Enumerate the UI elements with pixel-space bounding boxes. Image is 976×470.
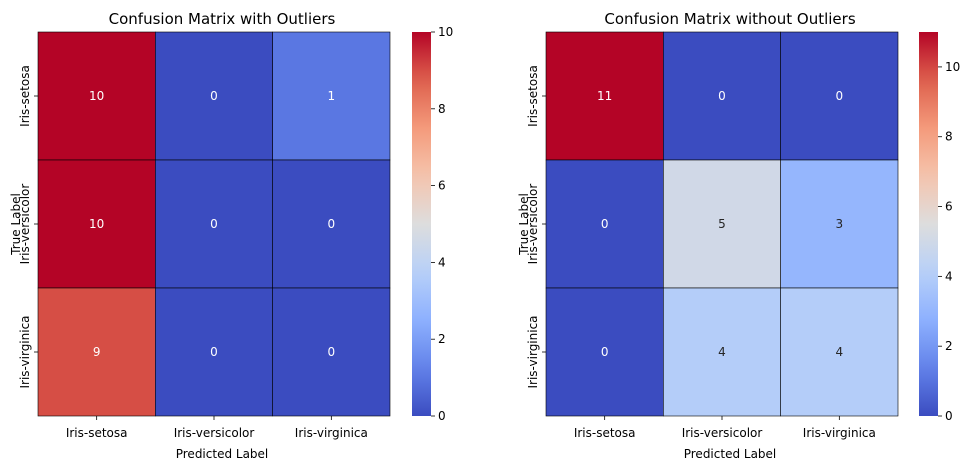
heatmap-cell: 10 [37, 159, 156, 289]
colorbar-tick-label: 8 [438, 102, 446, 116]
x-tick-label: Iris-setosa [574, 426, 636, 440]
cell-value-label: 0 [210, 345, 218, 359]
heatmap-cell: 0 [780, 31, 899, 161]
heatmap-cell: 9 [37, 287, 156, 417]
y-tick-labels: Iris-setosa Iris-versicolor Iris-virginica [18, 65, 38, 389]
cell-rect [780, 159, 899, 289]
cell-value-label: 9 [93, 345, 101, 359]
colorbar-tick-label: 0 [945, 409, 953, 423]
cell-rect [155, 287, 273, 417]
heatmap-cell: 3 [780, 159, 899, 289]
colorbar-tick-label: 4 [438, 255, 446, 269]
heatmap-cell: 4 [780, 287, 899, 417]
colorbar: 0 2 4 6 8 10 [412, 25, 453, 423]
cell-value-label: 0 [718, 89, 726, 103]
x-axis-label: Predicted Label [684, 447, 777, 461]
cell-rect [545, 159, 664, 289]
cell-rect [272, 31, 391, 161]
cell-value-label: 11 [597, 89, 612, 103]
heatmap-cell: 5 [663, 159, 781, 289]
colorbar-tick-label: 10 [438, 25, 453, 39]
x-tick-label: Iris-versicolor [174, 426, 255, 440]
heatmap-cell: 0 [272, 159, 391, 289]
cell-value-label: 10 [89, 89, 104, 103]
x-tick-label: Iris-virginica [295, 426, 368, 440]
cell-rect [272, 159, 391, 289]
cell-rect [545, 287, 664, 417]
y-axis-label: True Label [517, 193, 531, 256]
cell-value-label: 0 [836, 89, 844, 103]
colorbar-tick-label: 2 [438, 332, 446, 346]
x-tick-label: Iris-virginica [803, 426, 876, 440]
heatmap-cells: 10 0 1 10 0 0 9 0 0 [37, 31, 391, 417]
heatmap-cell: 11 [545, 31, 664, 161]
cell-rect [37, 159, 156, 289]
colorbar-tick-label: 10 [945, 60, 960, 74]
cell-rect [663, 159, 781, 289]
heatmap-panel-with-outliers: Confusion Matrix with Outliers 10 0 1 10 0 0 9… [9, 10, 453, 461]
x-tick-label: Iris-versicolor [682, 426, 763, 440]
colorbar-tick-label: 4 [945, 269, 953, 283]
colorbar-tick-label: 6 [438, 179, 446, 193]
colorbar: 0 2 4 6 8 10 [919, 32, 960, 423]
cell-rect [155, 159, 273, 289]
colorbar-tick-label: 0 [438, 409, 446, 423]
cell-value-label: 4 [718, 345, 726, 359]
y-tick-labels: Iris-setosa Iris-versicolor Iris-virginica [526, 65, 546, 389]
x-axis-label: Predicted Label [176, 447, 269, 461]
cell-rect [663, 287, 781, 417]
heatmap-cell: 0 [272, 287, 391, 417]
heatmap-cells: 11 0 0 0 5 3 0 4 4 [545, 31, 899, 417]
cell-value-label: 10 [89, 217, 104, 231]
heatmap-panel-without-outliers: Confusion Matrix without Outliers 11 0 0 0 5… [517, 10, 960, 461]
colorbar-gradient [919, 32, 938, 416]
x-tick-labels: Iris-setosa Iris-versicolor Iris-virginica [66, 416, 368, 440]
colorbar-gradient [412, 32, 431, 416]
panel-title: Confusion Matrix without Outliers [604, 10, 855, 28]
heatmap-cell: 0 [545, 287, 664, 417]
x-tick-labels: Iris-setosa Iris-versicolor Iris-virginica [574, 416, 876, 440]
cell-value-label: 4 [836, 345, 844, 359]
heatmap-cell: 0 [155, 31, 273, 161]
cell-rect [780, 31, 899, 161]
heatmap-cell: 1 [272, 31, 391, 161]
heatmap-cell: 0 [155, 159, 273, 289]
colorbar-tick-label: 2 [945, 339, 953, 353]
y-tick-label: Iris-versicolor [526, 184, 540, 265]
cell-rect [155, 31, 273, 161]
y-tick-label: Iris-virginica [18, 315, 32, 388]
heatmap-cell: 10 [37, 31, 156, 161]
heatmap-cell: 0 [663, 31, 781, 161]
panel-title: Confusion Matrix with Outliers [109, 10, 336, 28]
y-axis-label: True Label [9, 193, 23, 256]
cell-value-label: 0 [601, 217, 609, 231]
cell-rect [663, 31, 781, 161]
colorbar-tick-label: 6 [945, 200, 953, 214]
cell-value-label: 0 [328, 345, 336, 359]
cell-value-label: 0 [601, 345, 609, 359]
cell-value-label: 0 [328, 217, 336, 231]
cell-value-label: 0 [210, 89, 218, 103]
y-tick-label: Iris-setosa [526, 65, 540, 127]
y-tick-label: Iris-virginica [526, 315, 540, 388]
cell-value-label: 0 [210, 217, 218, 231]
cell-value-label: 5 [718, 217, 726, 231]
colorbar-tick-label: 8 [945, 130, 953, 144]
cell-value-label: 1 [328, 89, 336, 103]
y-tick-label: Iris-versicolor [18, 184, 32, 265]
heatmap-cell: 0 [155, 287, 273, 417]
y-tick-label: Iris-setosa [18, 65, 32, 127]
x-tick-label: Iris-setosa [66, 426, 128, 440]
heatmap-cell: 0 [545, 159, 664, 289]
cell-rect [37, 31, 156, 161]
cell-rect [37, 287, 156, 417]
heatmap-cell: 4 [663, 287, 781, 417]
cell-value-label: 3 [836, 217, 844, 231]
